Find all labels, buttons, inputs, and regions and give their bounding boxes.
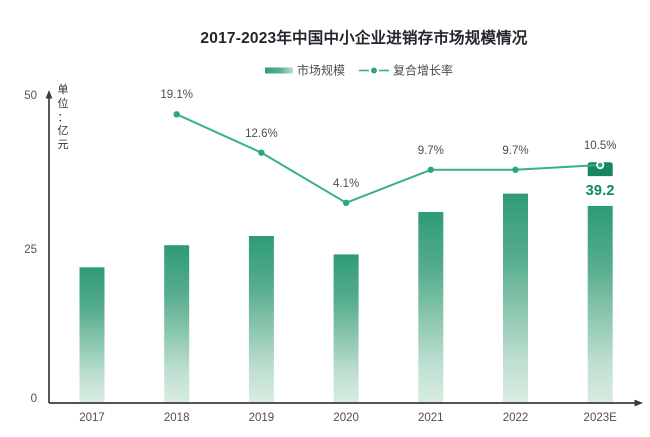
bar-2022[interactable] [503, 193, 528, 403]
legend-label-market-size: 市场规模 [296, 63, 345, 78]
bar-value-label-2023E: 39.2 [585, 183, 615, 200]
growth-rate-label-2022: 9.7% [502, 144, 529, 157]
y-axis-unit-label: 单位：亿元 [57, 84, 69, 152]
line-marker-icon[interactable] [427, 166, 434, 173]
bar-2017[interactable] [79, 267, 105, 403]
legend-label-growth-rate: 复合增长率 [393, 63, 454, 78]
x-axis-label-2022: 2022 [502, 411, 529, 424]
line-marker-icon[interactable] [173, 111, 180, 118]
bar-2020[interactable] [333, 254, 359, 403]
legend-item-growth-rate[interactable]: 复合增长率 [359, 62, 453, 79]
legend-item-market-size[interactable]: 市场规模 [264, 62, 345, 79]
y-tick-label-50: 50 [24, 90, 37, 102]
bar-2023E[interactable] [587, 205, 613, 403]
x-axis-label-2021: 2021 [418, 411, 444, 424]
y-axis-arrow-icon [45, 90, 53, 99]
line-marker-icon[interactable] [512, 166, 519, 173]
chart-title: 2017-2023年中国中小企业进销存市场规模情况 [200, 30, 528, 47]
bar-swatch-icon [264, 67, 293, 73]
x-axis-arrow-icon [634, 399, 643, 407]
y-tick-label-0: 0 [30, 393, 37, 405]
bar-2018[interactable] [164, 245, 190, 403]
growth-rate-label-2020: 4.1% [332, 177, 360, 190]
growth-rate-label-2019: 12.6% [245, 127, 278, 140]
line-marker-icon[interactable] [258, 149, 265, 156]
line-swatch-icon [359, 67, 389, 73]
bar-2019[interactable] [248, 235, 274, 403]
legend: 市场规模 复合增长率 [264, 62, 453, 79]
growth-rate-line [176, 113, 601, 204]
line-marker-icon[interactable] [342, 199, 350, 207]
x-axis-label-2019: 2019 [248, 411, 275, 424]
x-axis-label-2017: 2017 [79, 411, 105, 424]
y-tick-label-25: 25 [24, 243, 37, 256]
growth-rate-label-2023E: 10.5% [583, 140, 617, 153]
bar-2021[interactable] [418, 212, 444, 403]
x-axis-label-2018: 2018 [163, 411, 190, 424]
growth-rate-label-2018: 19.1% [160, 89, 193, 102]
growth-rate-label-2021: 9.7% [417, 144, 444, 157]
line-end-marker-icon[interactable] [597, 162, 603, 168]
x-axis-label-2023E: 2023E [583, 411, 617, 424]
x-axis-label-2020: 2020 [333, 411, 359, 424]
